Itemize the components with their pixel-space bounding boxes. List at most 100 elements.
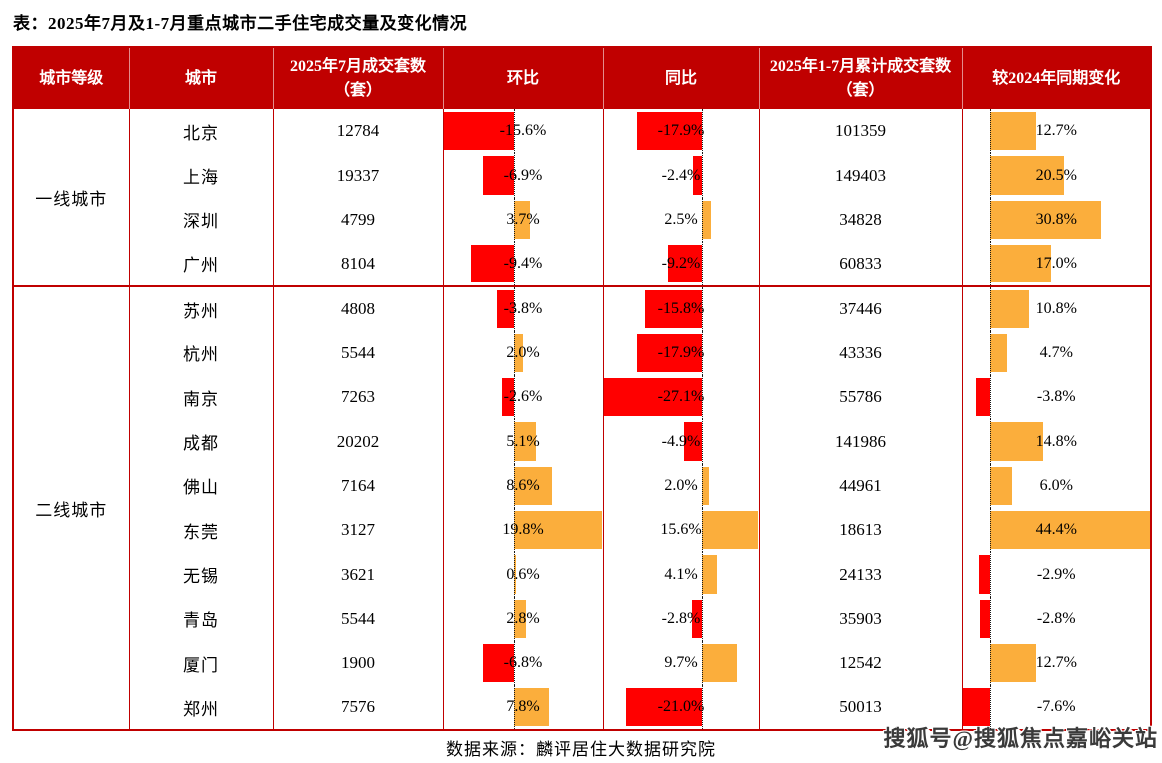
city-name: 无锡 bbox=[128, 552, 274, 597]
bar-axis-line bbox=[513, 641, 515, 686]
bar-value-label: -6.8% bbox=[503, 654, 543, 672]
jul-volume-cell: 7576 bbox=[272, 685, 444, 730]
cum-volume-cell: 149403 bbox=[758, 153, 963, 198]
bar-axis-line bbox=[513, 685, 515, 729]
cum-volume-cell: 141986 bbox=[758, 419, 963, 464]
data-bar bbox=[989, 511, 1150, 550]
bar-axis-line bbox=[989, 242, 991, 286]
table-row-青岛: 青岛 5544 2.8% -2.8% 35903 -2.8% bbox=[13, 596, 1152, 642]
jul-volume-cell: 4799 bbox=[272, 197, 444, 243]
city-name: 杭州 bbox=[128, 330, 274, 376]
mom-bar-cell: -2.6% bbox=[442, 375, 604, 420]
bar-value-label: -9.2% bbox=[661, 254, 701, 272]
bar-axis-line bbox=[989, 109, 991, 154]
data-bar bbox=[496, 290, 514, 328]
bar-value-label: -2.4% bbox=[661, 166, 701, 184]
bar-value-label: 2.0% bbox=[664, 476, 698, 494]
cum-chg-bar-cell: -7.6% bbox=[961, 685, 1152, 730]
table-row-杭州: 杭州 5544 2.0% -17.9% 43336 4.7% bbox=[13, 330, 1152, 376]
bar-axis-line bbox=[989, 330, 991, 376]
bar-value-label: -3.8% bbox=[1036, 388, 1076, 406]
data-bar bbox=[989, 466, 1012, 506]
data-bar bbox=[513, 555, 517, 594]
bar-axis-line bbox=[989, 197, 991, 243]
column-header-0: 城市等级 bbox=[13, 47, 129, 109]
city-name: 佛山 bbox=[128, 463, 274, 509]
cum-volume-cell: 35903 bbox=[758, 596, 963, 642]
bar-axis-line bbox=[701, 685, 703, 729]
bar-axis-line bbox=[989, 552, 991, 597]
bar-value-label: 12.7% bbox=[1035, 654, 1077, 672]
bar-value-label: -2.8% bbox=[661, 609, 701, 627]
data-bar bbox=[501, 378, 514, 417]
jul-volume-cell: 19337 bbox=[272, 153, 444, 198]
mom-bar-cell: -9.4% bbox=[442, 242, 604, 287]
mom-bar-cell: 3.7% bbox=[442, 197, 604, 243]
mom-bar-cell: -3.8% bbox=[442, 285, 604, 331]
bar-value-label: -9.4% bbox=[503, 254, 543, 272]
bar-value-label: 3.7% bbox=[506, 210, 540, 228]
jul-volume-cell: 5544 bbox=[272, 330, 444, 376]
column-header-2: 2025年7月成交套数（套） bbox=[272, 47, 443, 109]
header-row: 城市等级 城市 2025年7月成交套数（套） 环比 同比 2025年1-7月累计成交套数（… bbox=[13, 47, 1151, 109]
data-bar bbox=[989, 245, 1052, 283]
bar-value-label: 10.8% bbox=[1035, 300, 1077, 318]
data-bar bbox=[701, 555, 717, 594]
jul-volume-cell: 5544 bbox=[272, 596, 444, 642]
mom-bar-cell: 19.8% bbox=[442, 508, 604, 553]
bar-value-label: 9.7% bbox=[664, 654, 698, 672]
bar-value-label: 15.6% bbox=[660, 521, 702, 539]
bar-axis-line bbox=[989, 419, 991, 464]
table-row-无锡: 无锡 3621 0.6% 4.1% 24133 -2.9% bbox=[13, 552, 1152, 597]
jul-volume-cell: 20202 bbox=[272, 419, 444, 464]
bar-axis-line bbox=[701, 641, 703, 686]
bar-axis-line bbox=[701, 242, 703, 286]
data-bar bbox=[471, 245, 514, 283]
cum-chg-bar-cell: 30.8% bbox=[961, 197, 1152, 243]
data-bar bbox=[989, 112, 1036, 151]
data-bar bbox=[989, 156, 1064, 195]
data-bar bbox=[483, 644, 514, 683]
table-row-苏州: 二线城市 苏州 4808 -3.8% -15.8% 37446 10.8% bbox=[12, 285, 1152, 730]
bar-axis-line bbox=[513, 596, 515, 642]
data-bar bbox=[962, 688, 990, 726]
data-bar bbox=[482, 156, 514, 195]
cum-chg-bar-cell: 20.5% bbox=[961, 153, 1152, 198]
data-bar bbox=[691, 599, 702, 639]
jul-volume-cell: 8104 bbox=[272, 242, 444, 287]
city-name: 南京 bbox=[128, 375, 274, 420]
mom-bar-cell: -6.9% bbox=[442, 153, 604, 198]
bar-axis-line bbox=[701, 508, 703, 553]
data-bar bbox=[701, 466, 710, 506]
yoy-bar-cell: -4.9% bbox=[602, 419, 760, 464]
table-row-深圳: 深圳 4799 3.7% 2.5% 34828 30.8% bbox=[13, 197, 1152, 243]
bar-value-label: -4.9% bbox=[661, 432, 701, 450]
data-bar bbox=[513, 200, 531, 240]
bar-axis-line bbox=[989, 641, 991, 686]
mom-bar-cell: 2.0% bbox=[442, 330, 604, 376]
table-row-成都: 成都 20202 5.1% -4.9% 141986 14.8% bbox=[13, 419, 1152, 464]
cum-volume-cell: 43336 bbox=[758, 330, 963, 376]
yoy-bar-cell: -27.1% bbox=[602, 375, 760, 420]
bar-axis-line bbox=[701, 463, 703, 509]
data-bar bbox=[636, 333, 702, 373]
bar-axis-line bbox=[701, 596, 703, 642]
cum-volume-cell: 24133 bbox=[758, 552, 963, 597]
data-bar bbox=[684, 422, 702, 461]
data-bar bbox=[989, 644, 1036, 683]
table-row-北京: 一线城市 北京 12784 -15.6% -17.9% 101359 12.7% bbox=[12, 109, 1152, 287]
jul-volume-cell: 7164 bbox=[272, 463, 444, 509]
data-bar bbox=[513, 422, 537, 461]
housing-transactions-table: 城市等级 城市 2025年7月成交套数（套） 环比 同比 2025年1-7月累计成交套数（… bbox=[12, 46, 1152, 731]
data-bar bbox=[989, 290, 1029, 328]
data-bar bbox=[693, 156, 702, 195]
bar-axis-line bbox=[513, 197, 515, 243]
city-name: 广州 bbox=[128, 242, 274, 287]
city-name: 上海 bbox=[128, 153, 274, 198]
bar-value-label: 8.6% bbox=[506, 476, 540, 494]
data-bar bbox=[979, 555, 990, 594]
cum-volume-cell: 60833 bbox=[758, 242, 963, 287]
bar-value-label: 20.5% bbox=[1035, 166, 1077, 184]
bar-axis-line bbox=[513, 330, 515, 376]
